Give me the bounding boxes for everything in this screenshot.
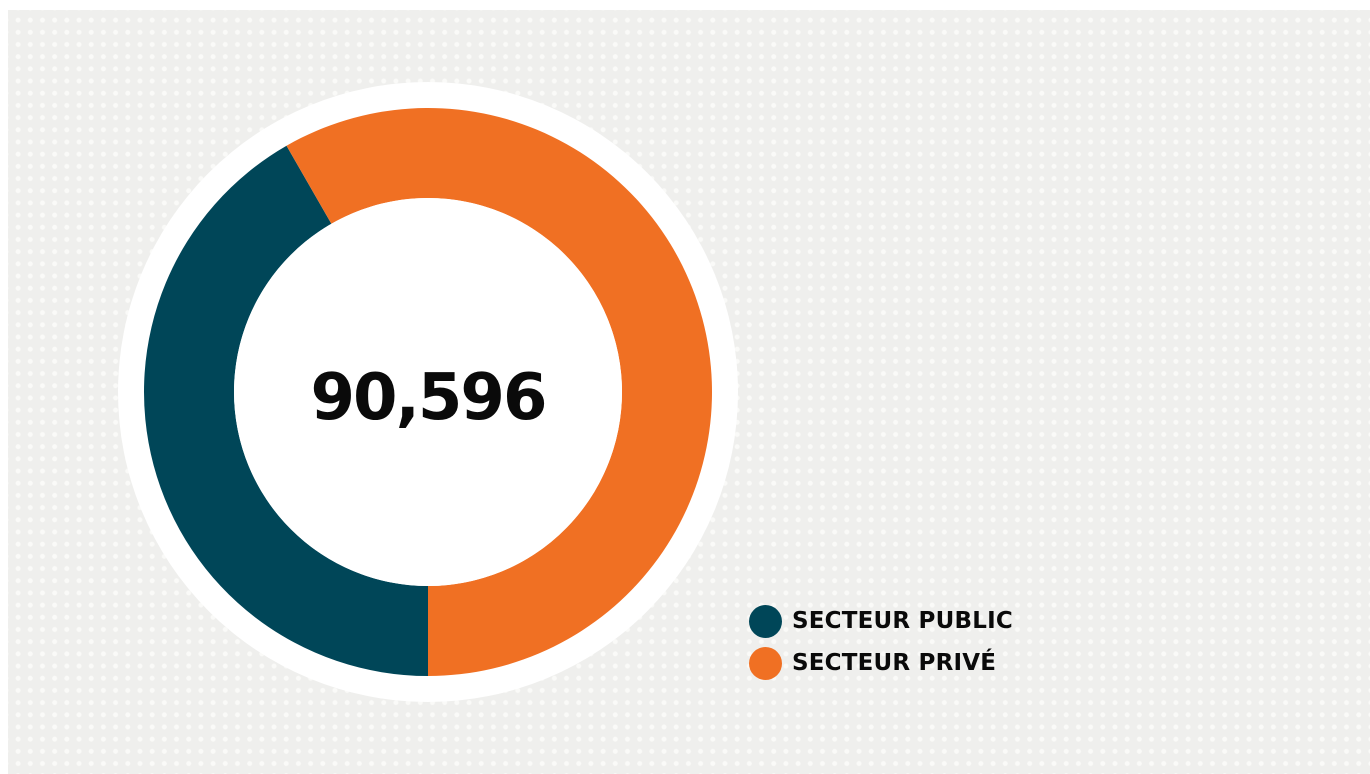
legend-item-public: SECTEUR PUBLIC xyxy=(749,600,1013,642)
total-value: 90,596 xyxy=(310,361,548,435)
legend-item-private: SECTEUR PRIVÉ xyxy=(749,642,1013,684)
legend-label-public: SECTEUR PUBLIC xyxy=(792,608,1013,634)
slice-secteur-public xyxy=(144,145,429,676)
donut-slices xyxy=(144,107,712,676)
legend: SECTEUR PUBLIC SECTEUR PRIVÉ xyxy=(749,600,1013,684)
legend-label-private: SECTEUR PRIVÉ xyxy=(792,650,997,676)
donut-center-hole xyxy=(234,198,622,586)
legend-dot-private xyxy=(749,646,782,680)
legend-dot-public xyxy=(749,604,782,638)
slice-secteur-prive xyxy=(286,107,712,676)
